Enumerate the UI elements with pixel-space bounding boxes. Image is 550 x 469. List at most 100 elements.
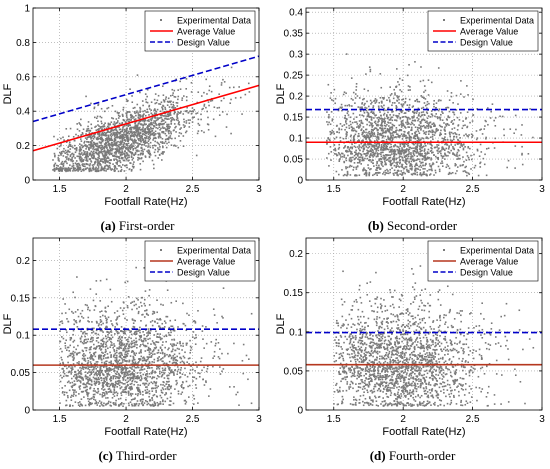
data-point xyxy=(110,130,112,133)
data-point xyxy=(435,130,437,133)
data-point xyxy=(456,166,459,168)
data-point xyxy=(70,367,72,369)
data-point xyxy=(62,375,65,378)
data-point xyxy=(472,98,474,101)
data-point xyxy=(94,402,96,405)
data-point xyxy=(212,118,215,121)
data-point xyxy=(412,142,414,145)
data-point xyxy=(110,342,113,344)
data-point xyxy=(89,340,92,343)
data-point xyxy=(106,164,109,167)
data-point xyxy=(345,126,348,129)
data-point xyxy=(423,145,425,148)
data-point xyxy=(359,106,361,109)
data-point xyxy=(124,281,126,284)
data-point xyxy=(363,147,365,149)
data-point xyxy=(410,128,413,131)
data-point xyxy=(350,123,352,126)
data-point xyxy=(77,162,80,165)
data-point xyxy=(343,146,346,148)
data-point xyxy=(339,123,342,125)
data-point xyxy=(425,162,427,165)
data-point xyxy=(170,117,172,119)
data-point xyxy=(159,114,162,117)
data-point xyxy=(66,156,68,158)
data-point xyxy=(65,160,67,163)
data-point xyxy=(95,402,98,405)
data-point xyxy=(124,150,126,152)
data-point xyxy=(396,145,399,148)
plot-frame-a xyxy=(32,7,260,181)
data-point xyxy=(485,147,488,150)
data-point xyxy=(123,142,125,144)
data-point xyxy=(76,167,79,170)
data-point xyxy=(56,147,59,150)
data-point xyxy=(376,171,378,174)
data-point xyxy=(181,391,184,394)
data-point xyxy=(106,140,109,143)
data-point xyxy=(128,168,131,170)
data-point xyxy=(111,117,113,119)
data-point xyxy=(427,123,430,126)
data-point xyxy=(74,157,76,159)
data-point xyxy=(70,385,73,388)
data-point xyxy=(87,376,89,379)
data-point xyxy=(429,173,432,175)
data-point xyxy=(105,154,108,156)
data-point xyxy=(71,381,74,384)
data-point xyxy=(95,125,97,128)
data-point xyxy=(362,115,365,117)
data-point xyxy=(62,164,65,167)
data-point xyxy=(408,146,411,149)
data-point xyxy=(385,172,387,174)
data-point xyxy=(74,162,77,164)
data-point xyxy=(192,363,195,365)
data-point xyxy=(513,132,515,135)
data-point xyxy=(367,132,369,134)
data-point xyxy=(361,103,363,105)
data-point xyxy=(397,97,399,99)
data-point xyxy=(67,158,70,160)
data-point xyxy=(185,96,188,98)
data-point xyxy=(390,137,393,139)
data-point xyxy=(410,126,413,129)
data-point xyxy=(97,133,99,136)
data-point xyxy=(421,114,424,116)
data-point xyxy=(140,134,142,137)
data-point xyxy=(129,137,132,139)
data-point xyxy=(137,133,140,135)
data-point xyxy=(375,164,378,166)
data-point xyxy=(384,156,387,159)
data-point xyxy=(120,370,123,373)
data-point xyxy=(372,159,374,162)
data-point xyxy=(368,173,371,175)
data-point xyxy=(142,114,145,116)
data-point xyxy=(378,158,381,160)
data-point xyxy=(384,173,386,176)
data-point xyxy=(149,321,152,323)
data-point xyxy=(139,335,141,337)
data-point xyxy=(386,123,388,126)
data-point xyxy=(107,135,110,138)
data-point xyxy=(124,153,126,156)
data-point xyxy=(145,123,147,126)
data-point xyxy=(402,116,405,118)
data-point xyxy=(392,172,395,175)
data-point xyxy=(135,132,137,134)
data-point xyxy=(58,170,61,172)
data-point xyxy=(412,150,415,152)
data-point xyxy=(120,142,122,145)
data-point xyxy=(410,152,412,154)
data-point xyxy=(400,129,402,131)
legend-label-b-2: Design Value xyxy=(460,38,513,48)
data-point xyxy=(364,157,366,160)
data-point xyxy=(458,133,461,136)
data-point xyxy=(415,164,418,166)
data-point xyxy=(110,144,112,146)
data-point xyxy=(139,138,142,141)
data-point xyxy=(94,372,97,375)
data-point xyxy=(401,166,404,169)
data-point xyxy=(79,149,82,152)
data-point xyxy=(98,152,100,155)
data-point xyxy=(372,174,374,177)
